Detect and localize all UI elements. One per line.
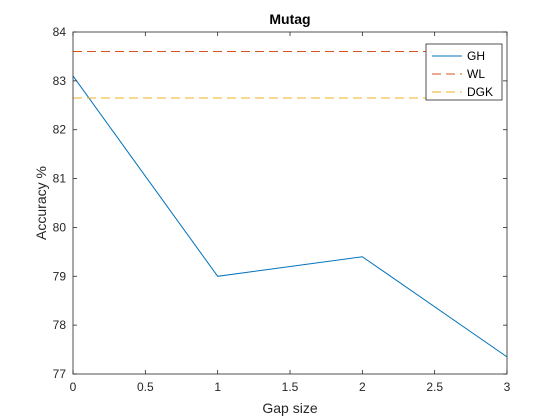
x-tick-label: 1 — [214, 380, 221, 394]
y-tick-label: 84 — [53, 25, 67, 39]
series-layer — [72, 51, 508, 358]
y-tick-label: 79 — [53, 269, 67, 283]
y-tick-label: 77 — [53, 367, 67, 381]
legend-label-wl: WL — [467, 67, 485, 81]
x-axis-label: Gap size — [262, 400, 317, 416]
x-tick-label: 0.5 — [137, 380, 154, 394]
ticks-layer: 0 0.5 1 1.5 2 2.5 3 77 78 79 80 81 82 83 84 — [53, 25, 511, 394]
chart-title: Mutag — [269, 11, 310, 27]
legend-label-gh: GH — [467, 49, 485, 63]
y-tick-label: 78 — [53, 318, 67, 332]
series-line-gh — [72, 75, 508, 358]
y-tick-label: 82 — [53, 123, 67, 137]
x-tick-label: 2.5 — [426, 380, 443, 394]
x-tick-label: 0 — [70, 380, 77, 394]
x-tick-label: 3 — [504, 380, 511, 394]
y-tick-label: 83 — [53, 74, 67, 88]
y-axis-label: Accuracy % — [33, 166, 49, 240]
legend-box — [425, 43, 503, 101]
x-tick-label: 1.5 — [282, 380, 299, 394]
y-tick-label: 81 — [53, 172, 67, 186]
y-tick-label: 80 — [53, 220, 67, 234]
legend-label-dgk: DGK — [467, 85, 493, 99]
x-tick-label: 2 — [359, 380, 366, 394]
legend: GH WL DGK — [425, 43, 503, 101]
